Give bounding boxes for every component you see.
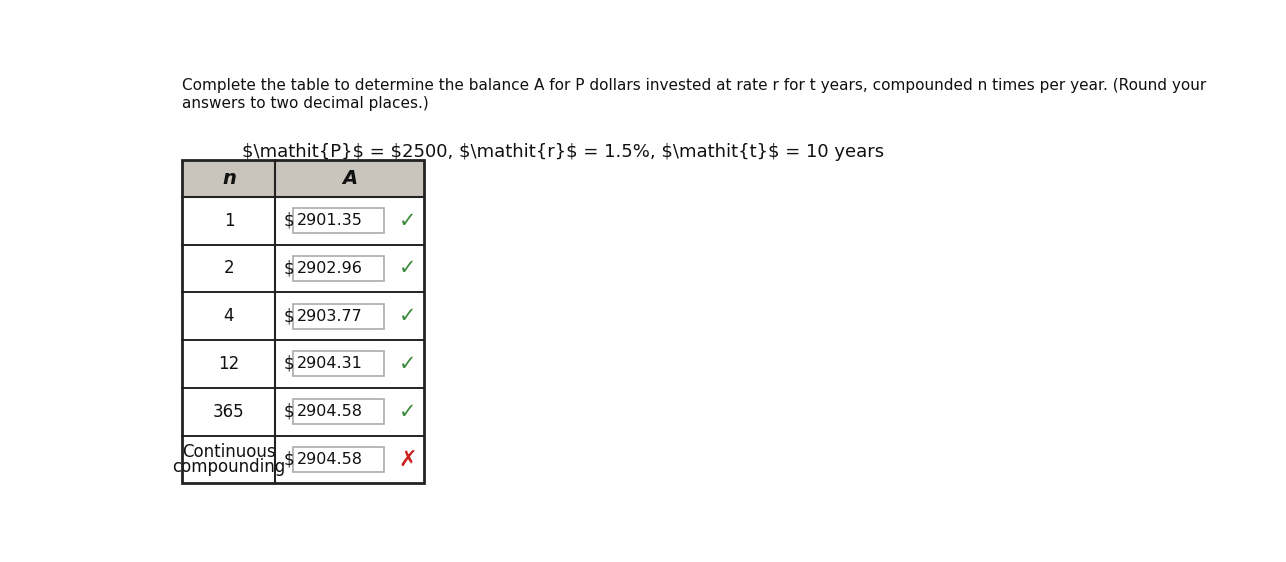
Text: 365: 365 (213, 402, 244, 420)
Text: $\mathit{P}$ = $2500, $\mathit{r}$ = 1.5%, $\mathit{t}$ = 10 years: $\mathit{P}$ = $2500, $\mathit{r}$ = 1.5… (242, 143, 885, 161)
Text: A: A (342, 169, 358, 188)
Text: 2902.96: 2902.96 (297, 261, 363, 276)
Bar (183, 160, 424, 483)
Bar (292, 256, 385, 281)
Bar (183, 160, 424, 197)
Text: compounding: compounding (172, 458, 285, 476)
Text: 1: 1 (224, 212, 234, 230)
Text: ✗: ✗ (397, 450, 417, 469)
Text: $: $ (283, 212, 293, 230)
Bar (292, 351, 385, 377)
Bar (292, 209, 385, 233)
Text: n: n (222, 169, 235, 188)
Text: ✓: ✓ (399, 306, 415, 326)
Text: 2: 2 (224, 260, 234, 278)
Text: 2904.58: 2904.58 (297, 404, 363, 419)
Text: 4: 4 (224, 307, 234, 325)
Text: ✓: ✓ (399, 211, 415, 230)
Text: $: $ (283, 402, 293, 420)
Text: ✓: ✓ (399, 354, 415, 374)
Text: ✓: ✓ (399, 402, 415, 422)
Text: 12: 12 (219, 355, 239, 373)
Text: Complete the table to determine the balance A for P dollars invested at rate r f: Complete the table to determine the bala… (183, 78, 1206, 111)
Text: Continuous: Continuous (183, 443, 275, 461)
Bar (292, 399, 385, 424)
Text: 2901.35: 2901.35 (297, 213, 363, 228)
Bar (292, 303, 385, 329)
Bar (292, 447, 385, 472)
Text: ✓: ✓ (399, 259, 415, 278)
Text: 2903.77: 2903.77 (297, 309, 363, 324)
Text: $: $ (283, 260, 293, 278)
Text: $: $ (283, 355, 293, 373)
Text: 2904.58: 2904.58 (297, 452, 363, 467)
Text: 2904.31: 2904.31 (297, 356, 363, 371)
Text: $: $ (283, 450, 293, 468)
Text: $: $ (283, 307, 293, 325)
